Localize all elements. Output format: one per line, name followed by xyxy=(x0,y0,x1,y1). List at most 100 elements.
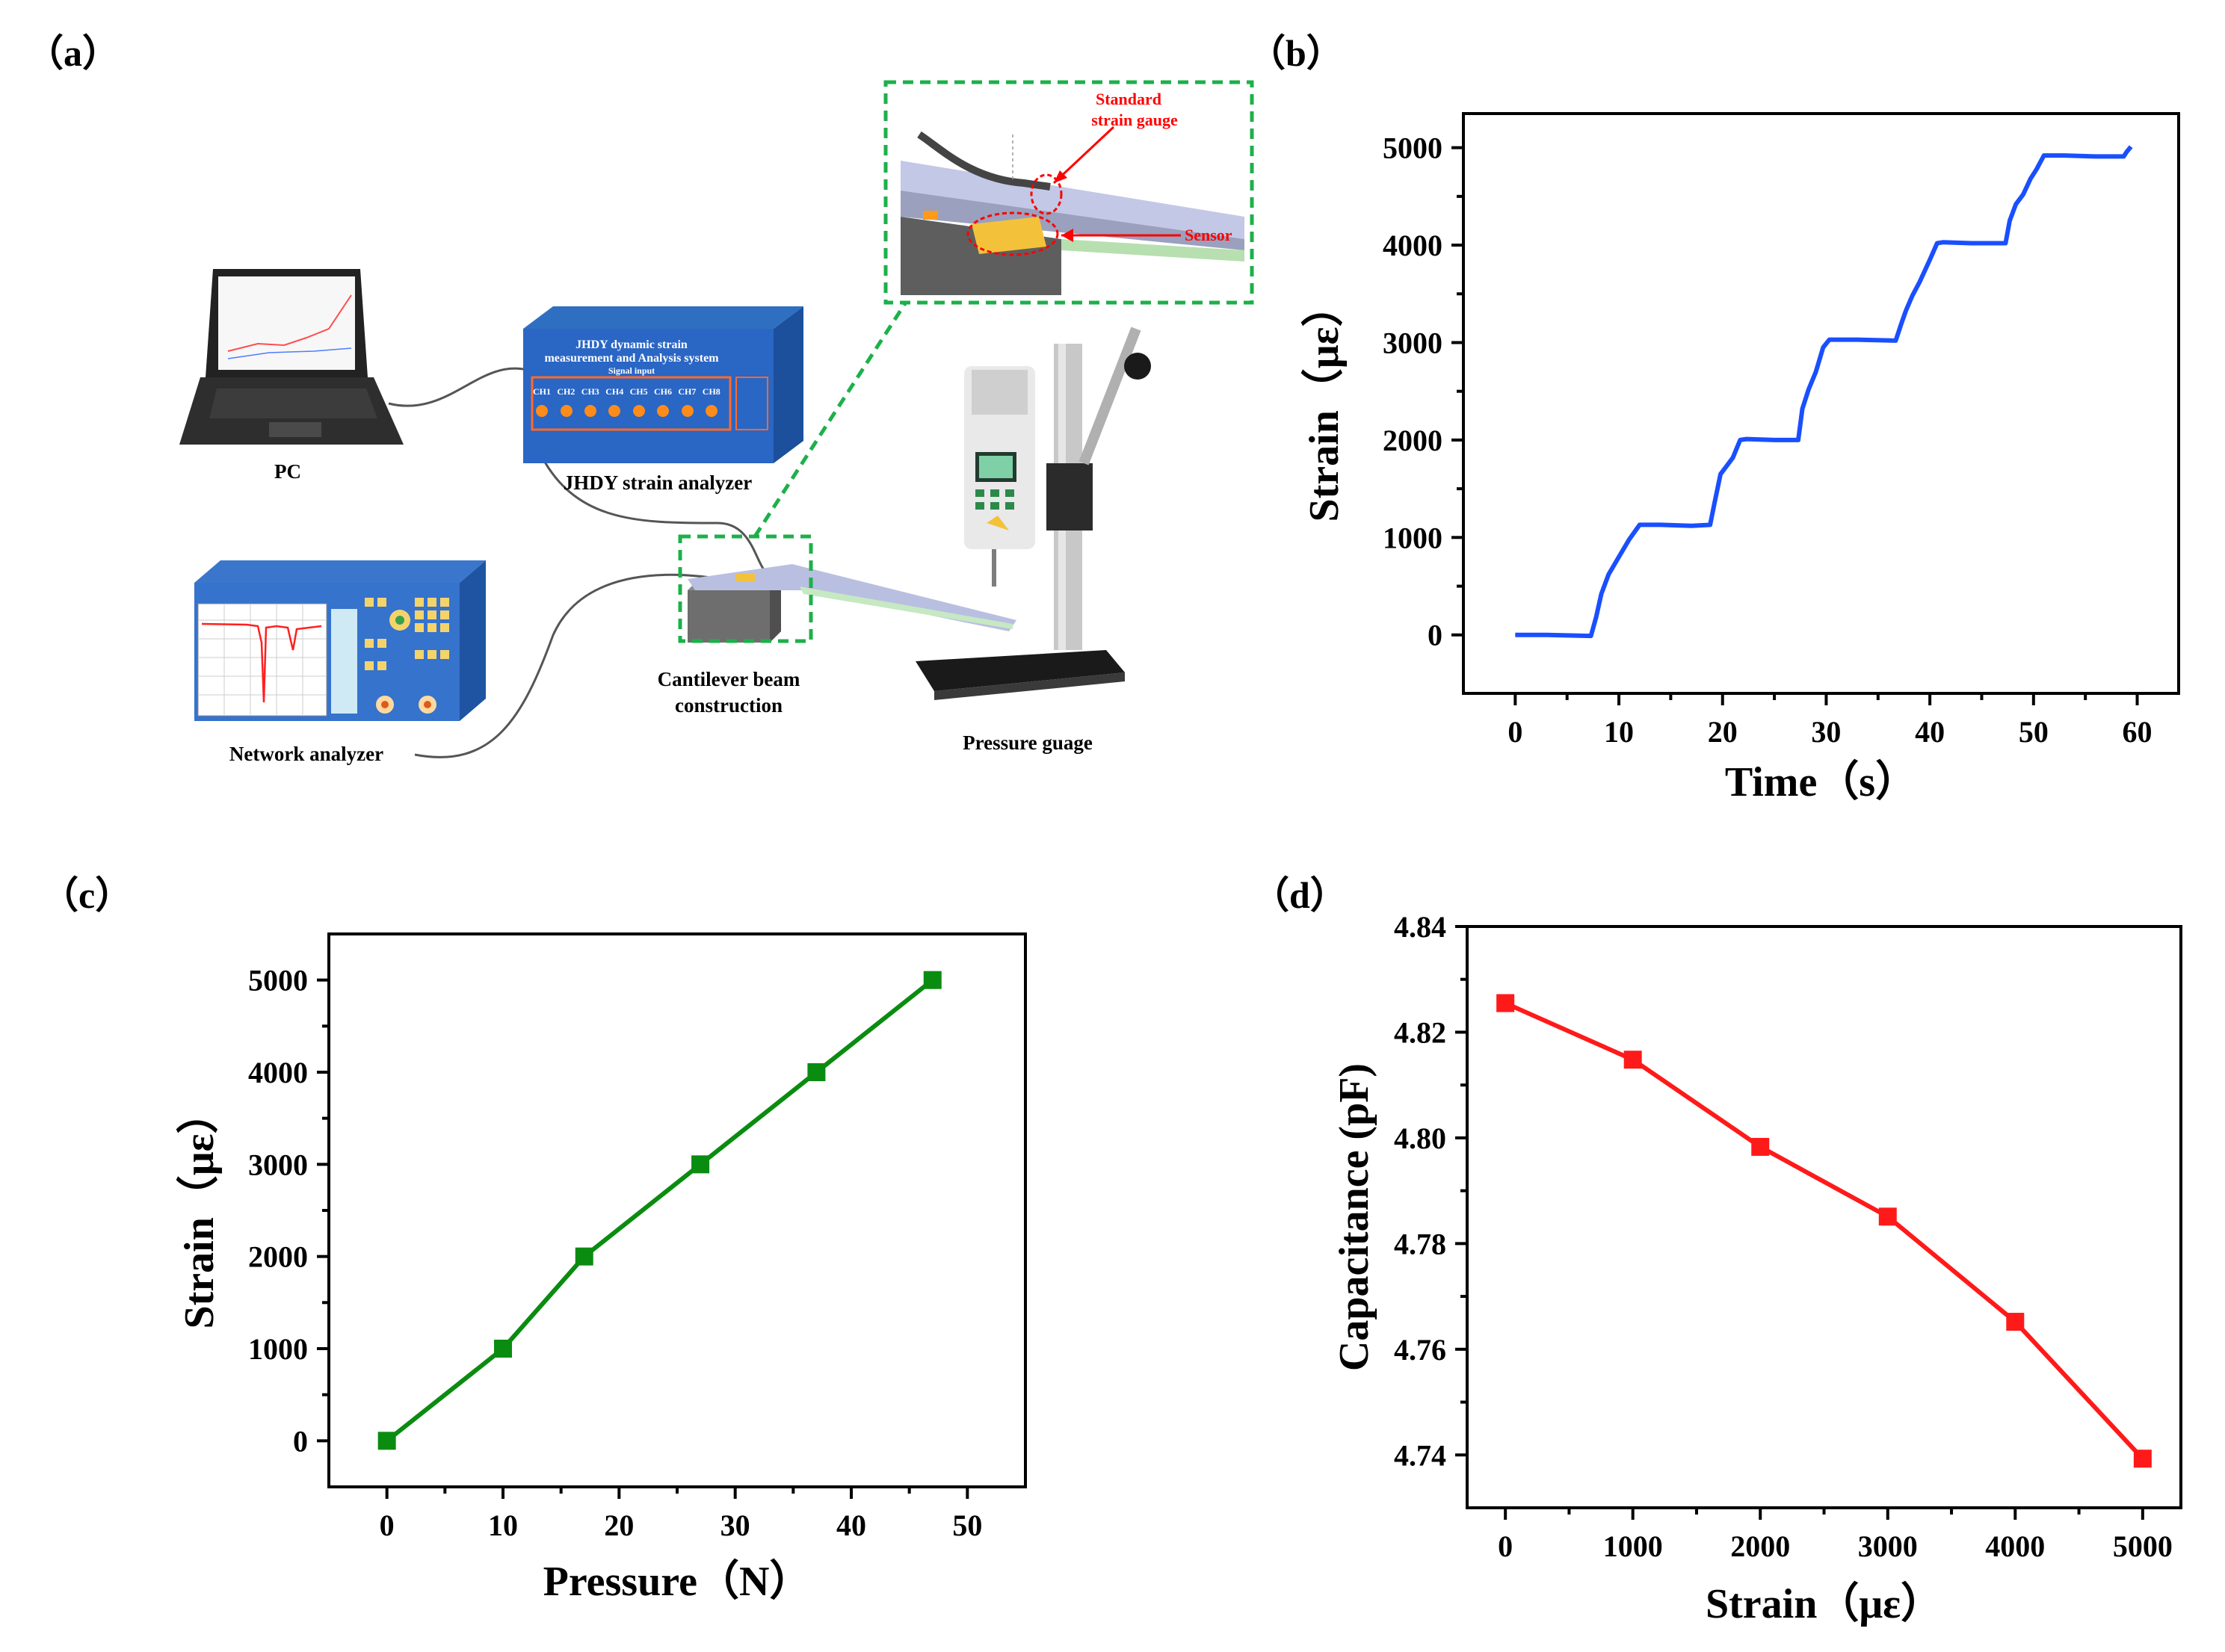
y-tick-label: 4.74 xyxy=(1394,1438,1446,1472)
x-tick-label: 30 xyxy=(720,1509,750,1542)
x-tick-label: 10 xyxy=(1604,715,1634,749)
channel-label: CH8 xyxy=(703,386,720,397)
y-tick-label: 1000 xyxy=(248,1332,308,1366)
series-line xyxy=(1504,1000,2144,1461)
x-tick-label: 1000 xyxy=(1603,1529,1663,1563)
x-axis-title: Time（s） xyxy=(1725,758,1917,805)
channel-label: CH1 xyxy=(533,386,551,397)
cable-pc-analyzer xyxy=(388,367,528,407)
network-analyzer-label: Network analyzer xyxy=(229,743,383,765)
plot-frame xyxy=(1466,925,2182,1509)
laptop-icon xyxy=(179,269,404,445)
y-tick-label: 4.82 xyxy=(1394,1015,1446,1049)
series-line xyxy=(1515,145,2133,639)
y-tick-label: 4000 xyxy=(1383,229,1442,262)
data-point xyxy=(1496,994,1515,1012)
y-tick-label: 4.84 xyxy=(1394,910,1446,944)
data-point xyxy=(377,1432,396,1450)
sensor-label: Sensor xyxy=(1185,226,1232,244)
data-point xyxy=(1751,1137,1770,1156)
chart-b-strain-vs-time: 0 10 20 30 40 50 60 0 1000 2000 3000 4000 5000 Time（s… xyxy=(1300,112,2180,805)
x-tick-label: 4000 xyxy=(1985,1529,2045,1563)
channel-label: CH2 xyxy=(557,386,575,397)
plot-frame xyxy=(1462,112,2180,695)
x-tick-label: 0 xyxy=(1498,1529,1513,1563)
standard-gauge-label-2: strain gauge xyxy=(1091,111,1178,129)
beam-callout-box xyxy=(678,534,813,643)
channel-label: CH6 xyxy=(654,386,672,397)
x-tick-label: 40 xyxy=(1915,715,1945,749)
x-axis-title: Strain（με） xyxy=(1706,1580,1942,1627)
y-tick-label: 3000 xyxy=(248,1148,308,1181)
experimental-setup-diagram: PC JHDY dynamic strain measurement and A… xyxy=(179,80,1254,765)
y-tick-label: 4000 xyxy=(248,1056,308,1089)
strain-analyzer-ports xyxy=(536,405,718,417)
x-tick-label: 40 xyxy=(836,1509,866,1542)
series-line xyxy=(385,978,934,1443)
pc-label: PC xyxy=(274,460,301,483)
data-point xyxy=(807,1063,826,1081)
data-point xyxy=(923,971,942,989)
y-axis-title: Capacitance (pF) xyxy=(1331,1063,1377,1371)
pressure-gauge-stand xyxy=(916,327,1151,700)
cantilever-label-1: Cantilever beam xyxy=(658,668,800,690)
sensor-zoom-inset xyxy=(883,80,1254,305)
strain-analyzer-title-1: JHDY dynamic strain xyxy=(575,338,688,351)
x-tick-label: 20 xyxy=(1708,715,1738,749)
strain-analyzer-title-2: measurement and Analysis system xyxy=(544,352,719,365)
x-tick-label: 0 xyxy=(380,1509,395,1542)
y-tick-label: 4.78 xyxy=(1394,1227,1446,1260)
cable-analyzer-beam xyxy=(533,440,771,577)
channel-label: CH5 xyxy=(630,386,648,397)
strain-analyzer-subtitle: Signal input xyxy=(608,365,655,376)
callout-connector xyxy=(753,297,910,538)
strain-analyzer-channel-labels: CH1 CH2 CH3 CH4 CH5 CH6 CH7 CH8 xyxy=(533,386,720,397)
y-axis-title: Strain（με） xyxy=(1300,285,1348,522)
x-tick-label: 2000 xyxy=(1730,1529,1790,1563)
y-tick-label: 0 xyxy=(1428,619,1442,652)
y-axis-title: Strain（με） xyxy=(176,1092,223,1328)
y-tick-label: 2000 xyxy=(1383,424,1442,457)
y-tick-label: 1000 xyxy=(1383,521,1442,554)
x-tick-label: 30 xyxy=(1811,715,1841,749)
data-point xyxy=(2006,1313,2025,1331)
panel-label-b: （b） xyxy=(1248,32,1344,74)
x-tick-label: 50 xyxy=(952,1509,982,1542)
data-point xyxy=(691,1155,710,1174)
x-tick-label: 60 xyxy=(2123,715,2153,749)
strain-analyzer-label: JHDY strain analyzer xyxy=(564,471,752,494)
cable-network-beam xyxy=(414,573,741,758)
data-point xyxy=(2133,1450,2152,1468)
standard-gauge-label-1: Standard xyxy=(1096,90,1161,108)
y-tick-label: 2000 xyxy=(248,1240,308,1274)
channel-label: CH7 xyxy=(678,386,696,397)
strain-analyzer-device xyxy=(523,306,803,463)
channel-label: CH3 xyxy=(581,386,599,397)
panel-label-d: （d） xyxy=(1252,874,1348,916)
y-tick-label: 5000 xyxy=(1383,132,1442,165)
network-analyzer-device xyxy=(194,560,486,721)
pressure-gauge-label: Pressure guage xyxy=(963,731,1093,754)
x-axis-title: Pressure（N） xyxy=(543,1558,812,1605)
chart-c-strain-vs-pressure: 0 10 20 30 40 50 0 1000 2000 3000 4000 5000 Pressure… xyxy=(176,932,1027,1605)
x-tick-label: 10 xyxy=(488,1509,518,1542)
y-tick-label: 0 xyxy=(293,1424,308,1458)
y-tick-label: 3000 xyxy=(1383,326,1442,359)
x-tick-label: 20 xyxy=(604,1509,634,1542)
panel-label-a: （a） xyxy=(26,32,120,74)
data-point xyxy=(494,1340,512,1358)
cantilever-label-2: construction xyxy=(675,694,783,717)
y-tick-label: 5000 xyxy=(248,964,308,997)
channel-label: CH4 xyxy=(605,386,623,397)
x-tick-label: 50 xyxy=(2019,715,2049,749)
data-point xyxy=(575,1247,593,1266)
chart-d-capacitance-vs-strain: 0 1000 2000 3000 4000 5000 4.74 4.76 4.78 4.80 4.8… xyxy=(1331,910,2182,1627)
cantilever-beam xyxy=(688,564,1016,643)
x-tick-label: 0 xyxy=(1507,715,1522,749)
data-point xyxy=(1623,1051,1642,1069)
x-tick-label: 3000 xyxy=(1858,1529,1918,1563)
y-tick-label: 4.80 xyxy=(1394,1122,1446,1155)
x-tick-label: 5000 xyxy=(2113,1529,2173,1563)
panel-label-c: （c） xyxy=(41,874,132,916)
